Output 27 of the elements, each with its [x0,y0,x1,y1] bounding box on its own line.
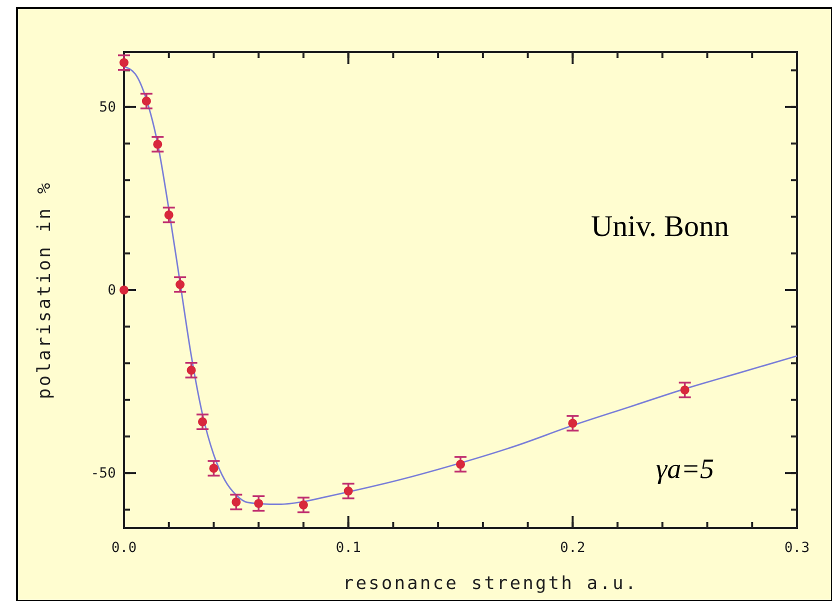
x-tick-label: 0.1 [336,540,361,556]
point [232,498,241,507]
x-tick-label: 0.0 [111,540,137,556]
point [186,366,196,375]
point [153,140,162,149]
point [119,285,129,295]
x-tick-label: 0.3 [784,540,810,556]
point [176,280,185,290]
point [680,385,690,394]
y-tick-label: 0 [108,282,116,298]
x-tick-label: 0.2 [560,540,586,556]
y-tick-label: -50 [90,466,116,482]
point [164,210,174,220]
point [119,58,129,68]
point [142,96,151,106]
x-axis-title: resonance strength a.u. [342,573,638,594]
point [254,498,264,508]
y-axis-title: polarisation in % [34,180,55,400]
y-tick-label: 50 [99,99,116,116]
point [209,464,218,473]
point [344,486,353,496]
annotation: γa=5 [656,454,714,485]
point [568,418,578,428]
point [298,500,308,510]
point [456,460,466,469]
point [198,417,208,426]
annotation: Univ. Bonn [590,210,730,243]
